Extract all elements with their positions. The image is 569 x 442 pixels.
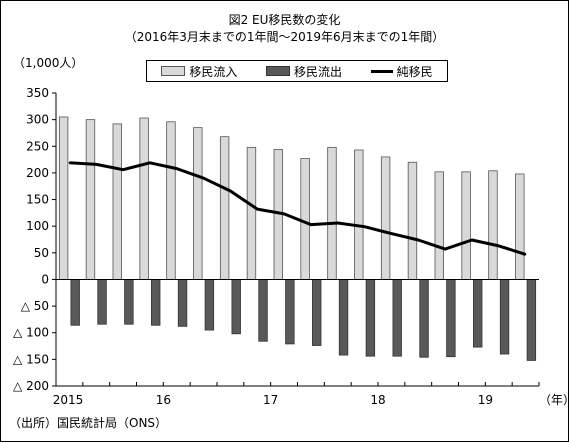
- inflow-bar: [434, 171, 444, 280]
- net-migration-line: [69, 161, 527, 256]
- inflow-bar: [354, 149, 364, 280]
- net-point: [175, 167, 178, 170]
- source-note: （出所）国民統計局（ONS）: [9, 416, 168, 430]
- y-tick-label: 200: [26, 166, 49, 180]
- y-tick-label: 250: [26, 139, 49, 153]
- x-tick-label: 18: [370, 393, 385, 407]
- outflow-bar: [365, 279, 376, 357]
- outflow-bar: [231, 279, 241, 335]
- outflow-bar: [473, 279, 483, 348]
- y-tick-label: 350: [26, 86, 49, 100]
- net-point: [283, 213, 285, 215]
- net-point: [149, 161, 151, 164]
- legend: 移民流入 移民流出 純移民: [146, 60, 448, 82]
- net-point: [229, 190, 232, 192]
- y-tick-label: 100: [26, 219, 49, 233]
- y-tick-label: △ 100: [13, 326, 49, 340]
- net-point: [471, 239, 473, 241]
- outflow-bar: [526, 279, 537, 361]
- net-line-group: [68, 161, 527, 256]
- x-tick-labels-group: 2015 16 17 18 19 （年）: [53, 393, 568, 407]
- x-tick-label: 19: [478, 393, 493, 407]
- inflow-bar: [300, 158, 310, 280]
- y-tick-label: 50: [34, 246, 49, 260]
- y-axis-unit-label: （1,000人）: [13, 56, 84, 70]
- y-tick-label: △ 50: [21, 299, 49, 313]
- y-tick-label: 150: [26, 193, 49, 207]
- y-tick-label: △ 200: [13, 379, 49, 393]
- inflow-bar: [380, 156, 391, 280]
- net-point: [390, 232, 393, 235]
- net-point: [95, 163, 98, 166]
- y-tick-label: 300: [26, 113, 49, 127]
- net-point: [497, 245, 500, 247]
- net-swatch: [370, 69, 393, 73]
- net-point: [363, 225, 366, 228]
- inflow-bar: [327, 146, 337, 280]
- net-point: [417, 239, 420, 241]
- outflow-bar: [124, 279, 134, 325]
- outflow-bar: [338, 279, 349, 356]
- outflow-bar: [70, 279, 80, 326]
- legend-item-outflow: 移民流出: [265, 63, 342, 80]
- x-tick-label: 17: [263, 393, 278, 407]
- inflow-bar: [488, 170, 498, 280]
- outflow-bar: [312, 279, 322, 346]
- outflow-bar: [258, 279, 268, 342]
- bars-group: [58, 116, 537, 361]
- legend-item-net: 純移民: [370, 63, 433, 80]
- x-axis-unit-label: （年）: [539, 393, 568, 407]
- x-tick-label: 16: [156, 393, 171, 407]
- net-point: [310, 223, 312, 226]
- inflow-bar: [166, 121, 176, 280]
- inflow-bar: [515, 173, 525, 280]
- chart-title: 図2 EU移民数の変化: [228, 13, 341, 27]
- inflow-bar: [407, 161, 418, 280]
- inflow-bar: [246, 146, 257, 280]
- inflow-swatch: [161, 66, 186, 76]
- outflow-bar: [446, 279, 456, 358]
- inflow-bar: [193, 127, 203, 280]
- inflow-bar: [219, 136, 230, 280]
- outflow-bar: [97, 279, 107, 325]
- outflow-bar: [204, 279, 215, 331]
- y-tick-label: △ 150: [13, 352, 49, 366]
- net-point: [68, 161, 71, 164]
- inflow-bar: [58, 116, 69, 280]
- net-point: [122, 168, 124, 171]
- outflow-bar: [392, 279, 402, 357]
- legend-outflow-label: 移民流出: [293, 64, 342, 79]
- inflow-bar: [461, 171, 471, 280]
- inflow-bar: [112, 123, 122, 280]
- x-tick-label: 2015: [53, 393, 84, 407]
- legend-item-inflow: 移民流入: [161, 63, 237, 80]
- inflow-bar: [139, 117, 149, 280]
- net-point: [256, 208, 259, 210]
- y-tick-label: 0: [41, 272, 49, 286]
- inflow-bar: [85, 119, 96, 280]
- outflow-bar: [177, 279, 188, 327]
- axes-group: [52, 92, 540, 387]
- net-point: [524, 253, 527, 256]
- chart-subtitle: （2016年3月末までの1年間～2019年6月末までの1年間）: [124, 30, 445, 44]
- outflow-bar: [285, 279, 295, 345]
- net-point: [336, 222, 339, 224]
- outflow-swatch: [265, 66, 290, 76]
- legend-net-label: 純移民: [396, 64, 433, 79]
- legend-inflow-label: 移民流入: [189, 64, 238, 79]
- outflow-bar: [419, 279, 429, 358]
- outflow-bar: [499, 279, 510, 355]
- net-point: [444, 248, 446, 250]
- outflow-bar: [151, 279, 161, 326]
- net-point: [202, 177, 205, 180]
- y-tick-labels-group: 350 300 250 200 150 100 50 0 △ 50 △ 100 △ 150 △ 200: [13, 86, 49, 393]
